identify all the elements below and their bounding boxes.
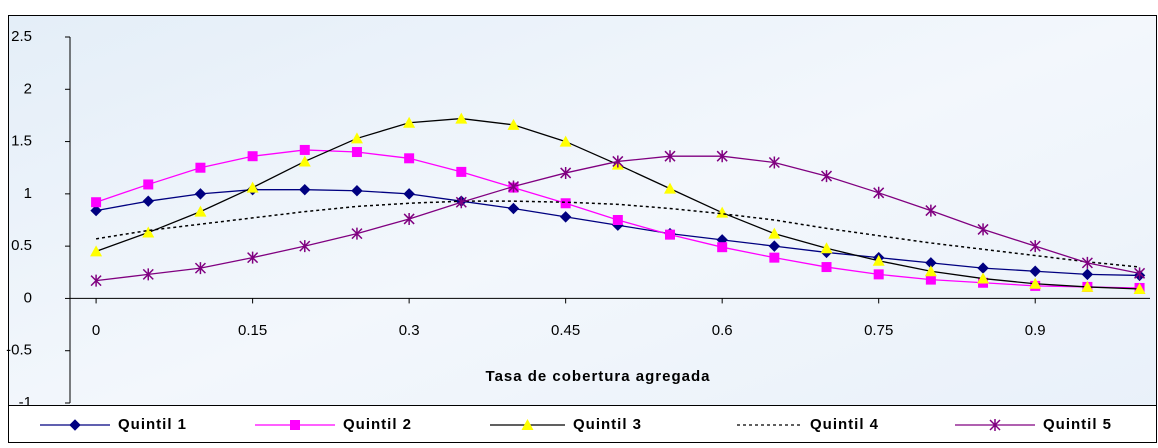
legend-label: Quintil 3 (573, 416, 642, 433)
x-tick-label: 0.75 (864, 322, 893, 339)
marker (90, 274, 102, 287)
legend-marker (290, 420, 300, 430)
x-axis-title: Tasa de cobertura agregada (486, 368, 711, 385)
marker (768, 240, 781, 252)
series-line (95, 200, 1140, 268)
marker (90, 204, 102, 217)
marker (403, 116, 416, 128)
marker (769, 252, 780, 263)
marker (768, 156, 780, 169)
marker (977, 223, 989, 236)
marker (717, 242, 728, 253)
marker (247, 151, 258, 162)
legend-label: Quintil 5 (1043, 416, 1112, 433)
marker (90, 245, 103, 257)
marker (716, 206, 729, 218)
marker (299, 183, 311, 196)
marker (142, 195, 154, 207)
marker (612, 215, 623, 225)
marker (404, 153, 415, 164)
y-tick-label: -0.5 (6, 342, 32, 359)
marker (1029, 277, 1042, 289)
marker (925, 204, 937, 217)
marker (195, 162, 206, 173)
legend-label: Quintil 2 (343, 416, 412, 433)
marker (559, 135, 572, 147)
marker (299, 240, 311, 253)
marker (247, 251, 259, 264)
marker (664, 150, 676, 163)
x-tick-label: 0.6 (712, 322, 733, 339)
marker (559, 211, 572, 223)
marker (194, 188, 207, 200)
y-tick-label: 0.5 (11, 237, 32, 254)
marker (977, 272, 990, 284)
marker (455, 196, 467, 209)
chart-area (8, 15, 1157, 443)
x-tick-label: 0.9 (1025, 322, 1046, 339)
marker (456, 166, 467, 177)
marker (350, 132, 363, 144)
marker (1134, 267, 1146, 280)
marker (143, 179, 154, 190)
marker (821, 262, 832, 273)
marker (1133, 283, 1146, 295)
x-tick-label: 0.3 (399, 322, 420, 339)
y-tick-label: 1.5 (11, 133, 32, 150)
y-tick-label: 2 (24, 80, 32, 97)
marker (873, 269, 884, 280)
marker (612, 155, 624, 168)
marker (403, 188, 415, 200)
marker (194, 262, 206, 275)
marker (1081, 256, 1093, 269)
marker (716, 150, 728, 163)
legend-marker (69, 419, 81, 431)
marker (665, 229, 675, 240)
marker (820, 170, 833, 183)
marker (1081, 268, 1094, 281)
marker (507, 118, 520, 130)
marker (403, 212, 415, 225)
legend-marker (989, 419, 1001, 431)
marker (560, 166, 572, 179)
marker (455, 112, 468, 124)
marker (91, 197, 102, 208)
marker (142, 268, 154, 281)
marker (194, 205, 207, 217)
marker (925, 274, 936, 285)
marker (768, 227, 781, 239)
marker (507, 202, 520, 215)
marker (351, 227, 363, 240)
marker (351, 185, 363, 197)
y-tick-label: 1 (24, 185, 32, 202)
marker (872, 254, 885, 266)
marker (664, 182, 676, 194)
marker (299, 144, 310, 155)
y-tick-label: 2.5 (11, 28, 32, 45)
x-tick-label: 0.45 (551, 322, 580, 339)
x-tick-label: 0.15 (238, 322, 267, 339)
marker (873, 186, 885, 199)
marker (820, 242, 833, 254)
marker (246, 181, 259, 193)
marker (142, 226, 155, 238)
x-tick-label: 0 (92, 322, 100, 339)
legend-label: Quintil 1 (118, 416, 187, 433)
marker (560, 198, 571, 209)
marker (351, 147, 362, 158)
marker (1029, 240, 1041, 253)
marker (1081, 280, 1094, 292)
marker (507, 180, 520, 193)
marker (298, 155, 311, 167)
legend-label: Quintil 4 (810, 416, 879, 433)
legend-marker (521, 419, 534, 430)
marker (1029, 265, 1041, 277)
y-tick-label: 0 (24, 289, 32, 306)
marker (924, 265, 937, 277)
